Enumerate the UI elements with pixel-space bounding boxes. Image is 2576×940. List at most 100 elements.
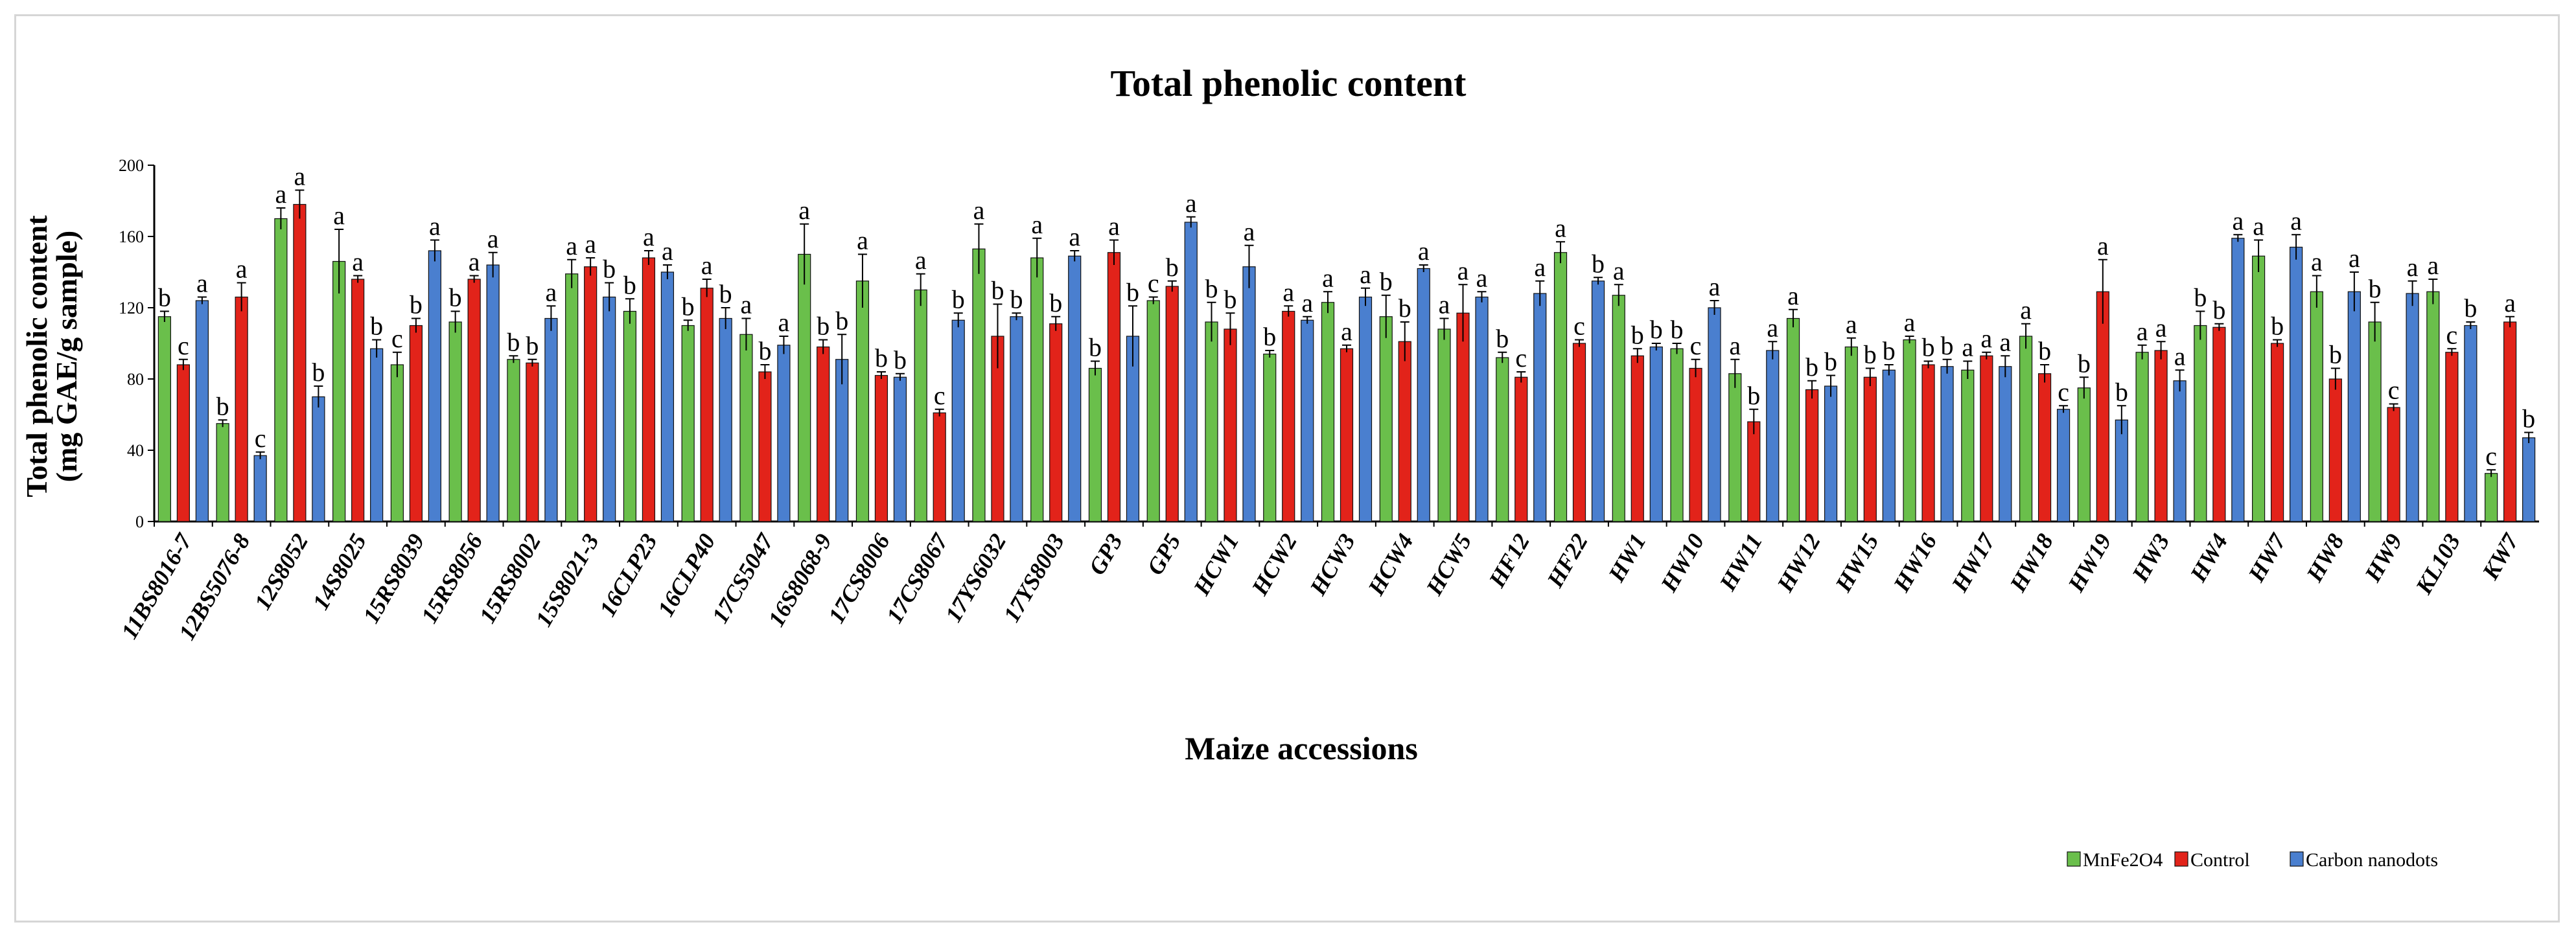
significance-letter: a [1282, 277, 1294, 306]
bar [2368, 321, 2382, 522]
bar [1301, 319, 1314, 522]
bar [817, 346, 830, 522]
significance-letter: b [1496, 324, 1509, 353]
bar [2426, 291, 2440, 522]
bar [1340, 348, 1354, 522]
significance-letter: b [1747, 381, 1760, 410]
x-tick-label: HW17 [1946, 528, 2001, 597]
significance-letter: b [1671, 315, 1684, 344]
significance-letter: c [1573, 312, 1585, 341]
bar [1049, 323, 1063, 522]
bar [1805, 389, 1819, 522]
bar [1107, 252, 1121, 522]
bar [1824, 385, 1838, 522]
bar [486, 264, 500, 522]
significance-letter: a [352, 247, 364, 277]
significance-letter: a [1108, 212, 1120, 241]
bar [584, 266, 598, 522]
bar [1068, 255, 1082, 522]
bar [1475, 296, 1489, 522]
bar [544, 317, 558, 522]
bar [1263, 353, 1277, 522]
significance-letter: c [1148, 269, 1159, 298]
significance-letter: b [603, 255, 616, 284]
significance-letter: b [1205, 274, 1218, 303]
significance-letter: a [1534, 253, 1546, 282]
x-tick-label: HW3 [2126, 529, 2174, 586]
x-tick-label: HCW5 [1421, 529, 1476, 600]
significance-letter: c [1690, 331, 1702, 360]
bar [1146, 300, 1160, 522]
significance-letter: a [2020, 295, 2032, 325]
bar [1205, 321, 1218, 522]
significance-letter: a [2311, 247, 2323, 277]
bar [1649, 346, 1663, 522]
bar [1553, 252, 1568, 522]
bar [623, 310, 637, 522]
y-tick-label: 40 [127, 441, 144, 460]
significance-letter: a [1555, 213, 1566, 242]
bar [1999, 366, 2012, 522]
bar [855, 281, 870, 522]
significance-letter: b [1166, 253, 1179, 282]
significance-letter: b [1049, 288, 1062, 317]
significance-letter: c [391, 324, 403, 353]
bar [1591, 281, 1605, 522]
bar [1496, 357, 1509, 522]
bar [195, 300, 209, 522]
significance-letter: a [857, 226, 868, 255]
significance-letter: b [2115, 377, 2128, 406]
bar [1533, 293, 1547, 522]
significance-letter: a [1904, 308, 1916, 337]
bar [1921, 364, 1935, 522]
bar [758, 371, 772, 522]
bar [2251, 255, 2266, 522]
significance-letter: a [2427, 251, 2439, 280]
significance-letter: b [991, 276, 1004, 305]
bar [274, 218, 288, 522]
significance-letter: b [1380, 267, 1393, 296]
bar [1417, 268, 1430, 522]
bar [2019, 336, 2033, 522]
bar [719, 317, 732, 522]
bar [798, 253, 811, 522]
bar [1882, 369, 1896, 522]
significance-letter: b [526, 331, 539, 360]
bar [1844, 346, 1858, 522]
significance-letter: b [1941, 331, 1954, 360]
significance-letter: a [2290, 206, 2302, 235]
bar [2037, 373, 2052, 522]
bar [2056, 409, 2071, 522]
bar [2096, 291, 2109, 522]
bar [2077, 387, 2091, 522]
bar [1961, 369, 1975, 522]
significance-letter: a [585, 229, 596, 258]
x-axis-title: Maize accessions [1185, 730, 1418, 766]
significance-letter: b [2078, 349, 2091, 378]
bar [370, 348, 384, 522]
bar [1088, 367, 1102, 522]
bar [2154, 350, 2168, 522]
bar [351, 279, 365, 522]
significance-letter: b [2212, 295, 2225, 325]
x-tick-label: KL103 [2410, 529, 2465, 599]
significance-letter: a [469, 247, 480, 277]
significance-letter: a [2407, 253, 2419, 282]
bar [409, 325, 423, 522]
bar [216, 423, 229, 522]
bar [1010, 316, 1023, 522]
significance-letter: a [973, 196, 985, 225]
significance-letter: c [255, 424, 266, 453]
bar [1282, 310, 1295, 522]
significance-letter: b [507, 327, 520, 356]
significance-letter: a [1322, 263, 1334, 292]
x-tick-label: KW7 [2477, 528, 2524, 584]
significance-letter: a [429, 212, 441, 241]
significance-letter: a [2137, 317, 2148, 346]
significance-letter: a [1767, 313, 1778, 342]
significance-letter: a [1069, 222, 1080, 251]
significance-letter: b [410, 290, 423, 319]
significance-letter: b [1398, 293, 1411, 323]
x-tick-label: HW16 [1888, 529, 1942, 597]
